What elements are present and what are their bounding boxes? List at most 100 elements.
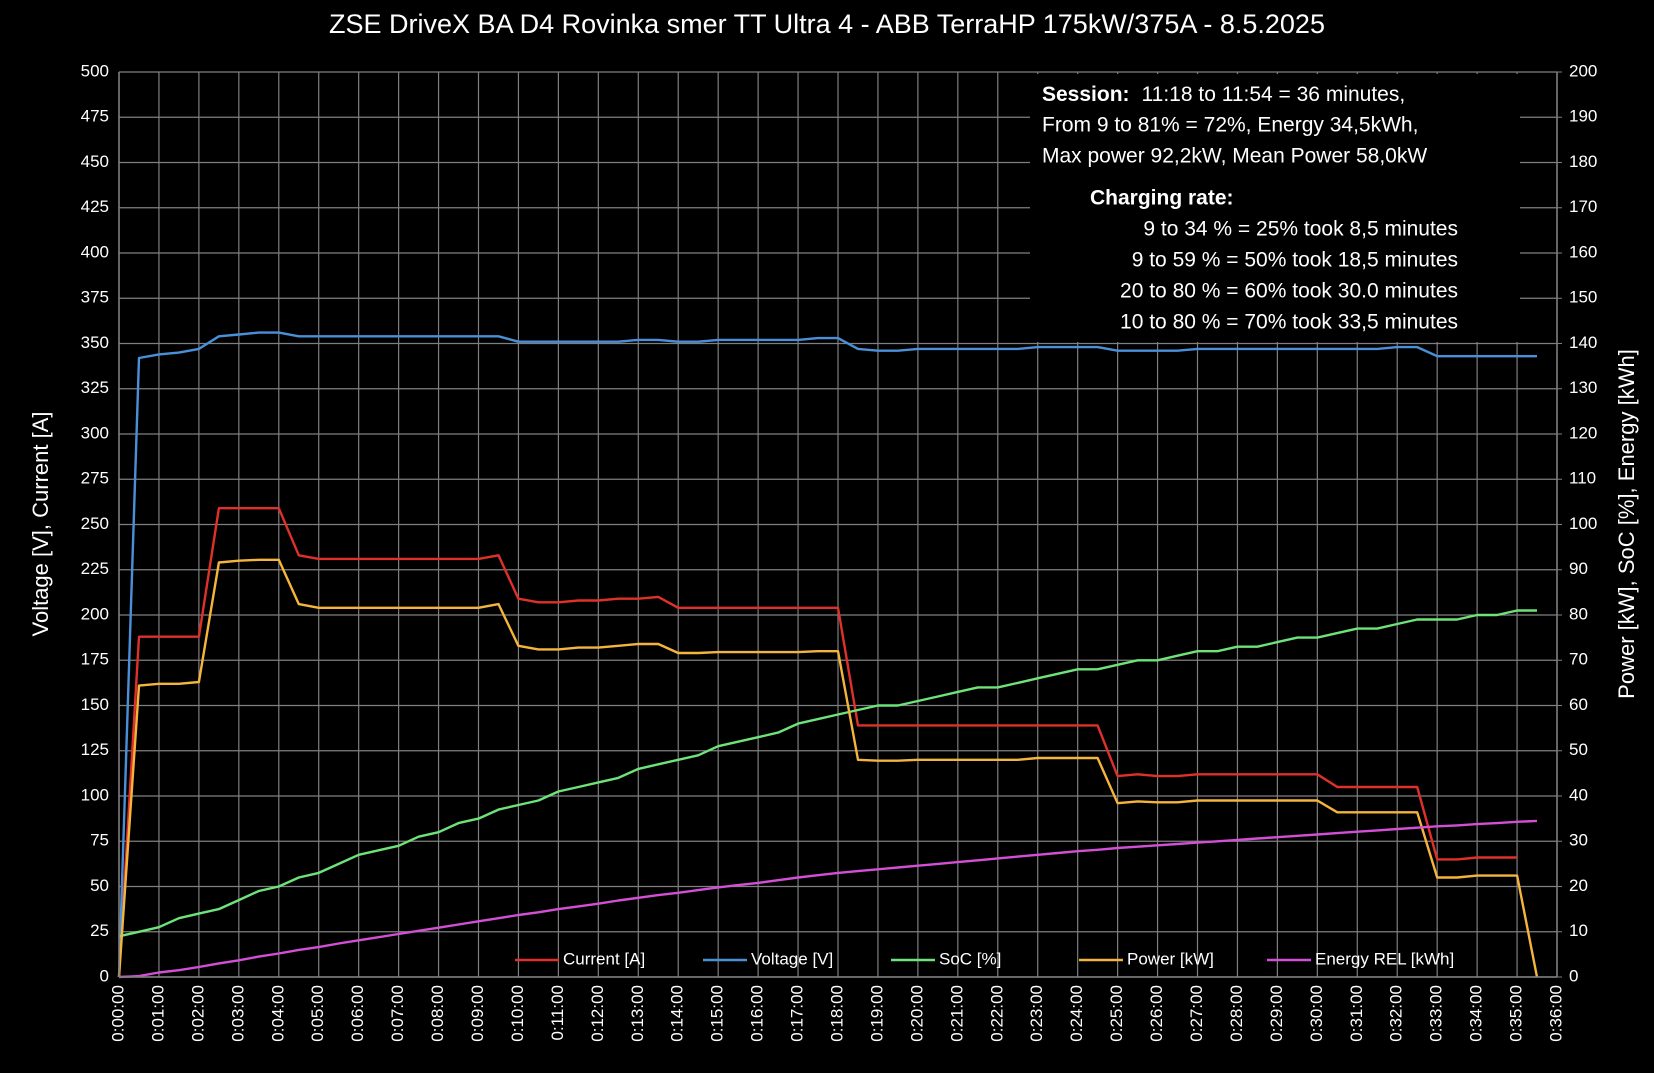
series-line: [118, 609, 1537, 938]
y2-tick-label: 0: [1569, 966, 1578, 985]
series-line: [118, 819, 1538, 979]
y-tick-label: 150: [81, 695, 109, 714]
y-tick-label: 175: [81, 650, 109, 669]
y2-tick-label: 120: [1569, 423, 1597, 442]
x-tick-label: 0:04:00: [268, 985, 287, 1042]
y2-tick-label: 80: [1569, 604, 1588, 623]
series-line: [117, 507, 1518, 978]
y2-tick-label: 40: [1569, 785, 1588, 804]
y2-tick-label: 90: [1569, 559, 1588, 578]
x-tick-label: 0:15:00: [708, 985, 727, 1042]
y2-tick-label: 30: [1569, 831, 1588, 850]
y-tick-label: 0: [100, 966, 109, 985]
annotation-line: 10 to 80 % = 70% took 33,5 minutes: [1120, 311, 1458, 334]
annotation-label: Session:: [1042, 83, 1130, 106]
y2-axis-label: Power [kW], SoC [%], Energy [kWh]: [1614, 349, 1639, 699]
annotation-text: 11:18 to 11:54 = 36 minutes,: [1142, 83, 1406, 106]
x-tick-label: 0:22:00: [987, 985, 1006, 1042]
x-tick-label: 0:12:00: [588, 985, 607, 1042]
annotation-line: 9 to 34 % = 25% took 8,5 minutes: [1143, 218, 1458, 241]
y2-tick-label: 200: [1569, 61, 1597, 80]
y2-tick-label: 10: [1569, 921, 1588, 940]
x-tick-label: 0:17:00: [788, 985, 807, 1042]
x-tick-label: 0:02:00: [188, 985, 207, 1042]
x-tick-label: 0:13:00: [628, 985, 647, 1042]
series-line: [117, 558, 1539, 978]
y-tick-label: 500: [81, 61, 109, 80]
y-tick-label: 25: [90, 921, 109, 940]
annotation-box: [1030, 74, 1520, 342]
x-tick-label: 0:25:00: [1107, 985, 1126, 1042]
y-tick-label: 50: [90, 876, 109, 895]
x-tick-label: 0:00:00: [108, 985, 127, 1042]
x-tick-label: 0:03:00: [228, 985, 247, 1042]
y-tick-label: 350: [81, 333, 109, 352]
y2-tick-label: 20: [1569, 876, 1588, 895]
legend-label: Current [A]: [563, 949, 645, 968]
annotation-line: 9 to 59 % = 50% took 18,5 minutes: [1132, 249, 1458, 272]
y2-tick-label: 170: [1569, 197, 1597, 216]
y-tick-label: 475: [81, 107, 109, 126]
y-tick-label: 225: [81, 559, 109, 578]
x-tick-label: 0:29:00: [1267, 985, 1286, 1042]
annotation-label: Charging rate:: [1090, 187, 1234, 210]
y-tick-label: 325: [81, 378, 109, 397]
x-tick-label: 0:30:00: [1307, 985, 1326, 1042]
x-tick-label: 0:01:00: [148, 985, 167, 1042]
annotation-line: From 9 to 81% = 72%, Energy 34,5kWh,: [1042, 114, 1418, 137]
y-tick-label: 250: [81, 514, 109, 533]
y-tick-label: 125: [81, 740, 109, 759]
x-tick-label: 0:34:00: [1467, 985, 1486, 1042]
legend-label: SoC [%]: [939, 949, 1001, 968]
y2-tick-label: 50: [1569, 740, 1588, 759]
annotation: Session: 11:18 to 11:54 = 36 minutes, From…: [1042, 83, 1458, 334]
annotation-line: Session: 11:18 to 11:54 = 36 minutes,: [1042, 83, 1405, 106]
y2-tick-label: 160: [1569, 242, 1597, 261]
y-tick-label: 400: [81, 242, 109, 261]
x-tick-label: 0:11:00: [548, 985, 567, 1040]
x-tick-label: 0:09:00: [468, 985, 487, 1042]
x-tick-label: 0:28:00: [1227, 985, 1246, 1042]
x-tick-label: 0:19:00: [867, 985, 886, 1042]
y2-tick-label: 110: [1569, 469, 1596, 488]
y-tick-label: 75: [90, 831, 109, 850]
y-tick-label: 275: [81, 469, 109, 488]
x-tick-label: 0:08:00: [428, 985, 447, 1042]
y2-tick-label: 100: [1569, 514, 1597, 533]
y-axis-label: Voltage [V], Current [A]: [28, 411, 53, 636]
x-tick-label: 0:33:00: [1427, 985, 1446, 1042]
y2-tick-label: 150: [1569, 288, 1597, 307]
legend-label: Power [kW]: [1127, 949, 1214, 968]
y-tick-label: 425: [81, 197, 109, 216]
chart-title: ZSE DriveX BA D4 Rovinka smer TT Ultra 4…: [329, 9, 1325, 39]
y-tick-label: 375: [81, 288, 109, 307]
y2-tick-label: 190: [1569, 107, 1597, 126]
y-tick-label: 100: [81, 785, 109, 804]
x-tick-label: 0:14:00: [668, 985, 687, 1042]
legend-label: Energy REL [kWh]: [1315, 949, 1454, 968]
y-tick-label: 200: [81, 604, 109, 623]
y2-tick-label: 180: [1569, 152, 1597, 171]
x-tick-label: 0:23:00: [1027, 985, 1046, 1042]
legend-label: Voltage [V]: [751, 949, 833, 968]
y2-tick-label: 70: [1569, 650, 1588, 669]
y2-tick-label: 140: [1569, 333, 1597, 352]
x-tick-label: 0:32:00: [1387, 985, 1406, 1042]
x-tick-label: 0:21:00: [947, 985, 966, 1042]
series-line: [117, 331, 1537, 978]
x-tick-label: 0:26:00: [1147, 985, 1166, 1042]
y-tick-label: 450: [81, 152, 109, 171]
x-tick-label: 0:31:00: [1347, 985, 1366, 1042]
x-tick-label: 0:27:00: [1187, 985, 1206, 1042]
y2-tick-label: 130: [1569, 378, 1597, 397]
x-tick-label: 0:20:00: [907, 985, 926, 1042]
x-tick-label: 0:06:00: [348, 985, 367, 1042]
y2-tick-label: 60: [1569, 695, 1588, 714]
x-tick-label: 0:24:00: [1067, 985, 1086, 1042]
annotation-line: 20 to 80 % = 60% took 30.0 minutes: [1120, 280, 1458, 303]
x-tick-label: 0:07:00: [388, 985, 407, 1042]
x-tick-label: 0:35:00: [1507, 985, 1526, 1042]
y-tick-label: 300: [81, 423, 109, 442]
